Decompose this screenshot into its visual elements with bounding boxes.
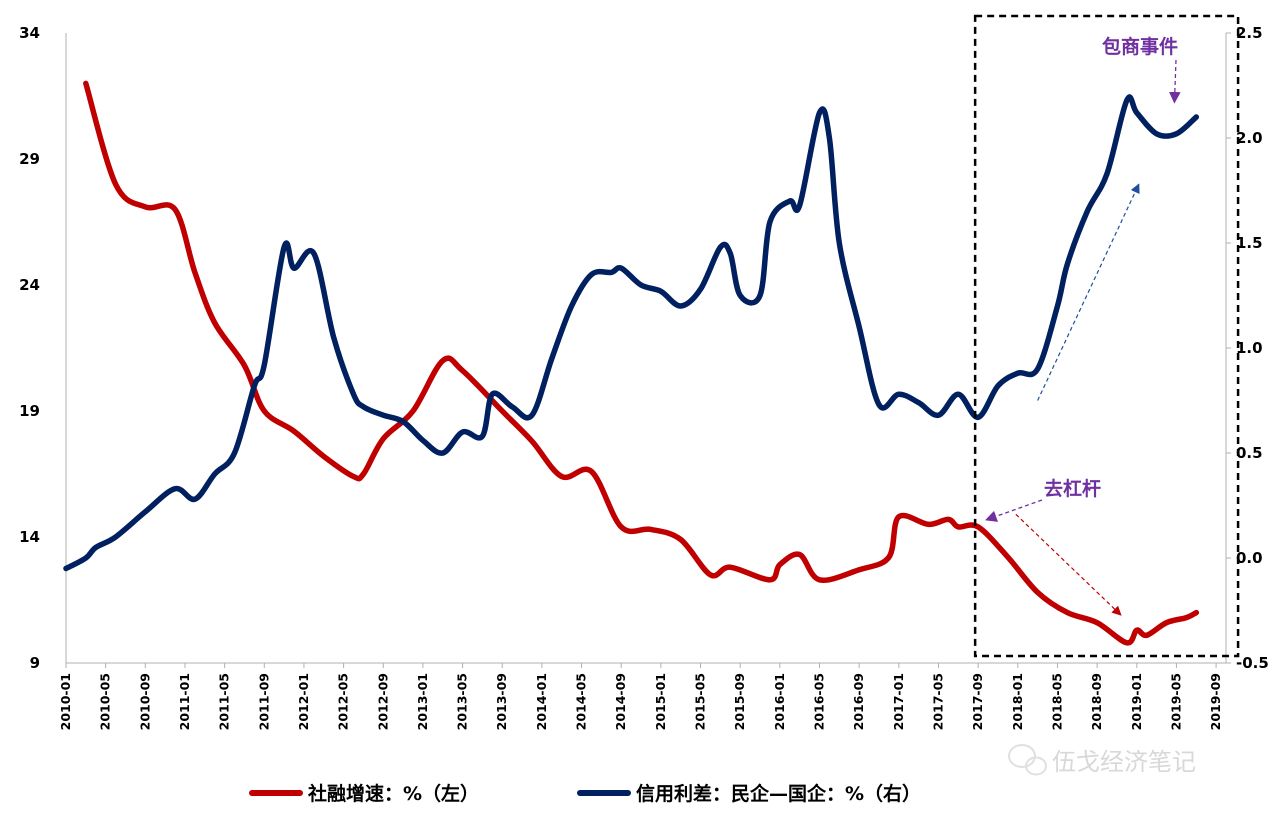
left-tick-label: 14 <box>19 528 40 546</box>
left-tick-label: 29 <box>19 150 40 168</box>
x-tick-label: 2012-09 <box>375 673 390 730</box>
x-tick-label: 2016-01 <box>772 673 787 730</box>
x-tick-label: 2018-05 <box>1049 673 1064 730</box>
right-tick-label: 1.0 <box>1236 339 1263 357</box>
x-tick-label: 2014-01 <box>534 673 549 730</box>
x-tick-label: 2010-09 <box>137 673 152 730</box>
left-tick-label: 19 <box>19 402 40 420</box>
left-tick-label: 24 <box>19 276 40 294</box>
uptrend-arrow <box>1037 183 1140 401</box>
annotation-deleveraging-arrow <box>985 499 1043 522</box>
x-tick-label: 2017-01 <box>891 673 906 730</box>
x-tick-label: 2013-01 <box>415 673 430 730</box>
x-tick-label: 2010-01 <box>58 673 73 730</box>
right-tick-label: 0.0 <box>1236 549 1263 567</box>
x-tick-label: 2014-09 <box>613 673 628 730</box>
x-tick-label: 2016-05 <box>812 673 827 730</box>
x-tick-label: 2016-09 <box>851 673 866 730</box>
x-tick-label: 2015-09 <box>732 673 747 730</box>
series-line-social-financing <box>83 80 1200 646</box>
left-axis: 34 29 24 19 14 9 <box>19 24 67 672</box>
x-tick-label: 2011-05 <box>217 673 232 730</box>
right-tick-label: 2.0 <box>1236 129 1263 147</box>
right-tick-label: 1.5 <box>1236 234 1263 252</box>
left-tick-label: 34 <box>19 24 40 42</box>
x-tick-label: 2014-05 <box>574 673 589 730</box>
right-tick-label: -0.5 <box>1236 654 1269 672</box>
x-tick-label: 2011-01 <box>177 673 192 730</box>
x-tick-label: 2019-09 <box>1208 673 1223 730</box>
watermark-text: 伍戈经济笔记 <box>1052 748 1196 776</box>
x-tick-label: 2010-05 <box>98 673 113 730</box>
legend-label-credit-spread: 信用利差：民企—国企：%（右） <box>636 782 921 805</box>
watermark: 伍戈经济笔记 <box>1008 744 1196 776</box>
x-axis: 2010-01 2010-05 2010-09 2011-01 2011-05 2011-… <box>58 662 1226 730</box>
downtrend-arrow <box>1015 513 1122 616</box>
x-tick-label: 2012-01 <box>296 673 311 730</box>
x-tick-label: 2017-05 <box>930 673 945 730</box>
x-tick-label: 2018-09 <box>1089 673 1104 730</box>
x-tick-label: 2013-09 <box>494 673 509 730</box>
series-line-credit-spread <box>63 94 1200 572</box>
wechat-icon <box>1008 744 1047 776</box>
right-axis: 2.5 2.0 1.5 1.0 0.5 0.0 -0.5 <box>1225 24 1269 672</box>
right-tick-label: 2.5 <box>1236 24 1263 42</box>
annotation-deleveraging: 去杠杆 <box>1044 477 1101 500</box>
legend-label-social-financing: 社融增速：%（左） <box>307 782 479 805</box>
right-tick-label: 0.5 <box>1236 444 1263 462</box>
highlight-box <box>973 14 1240 658</box>
annotation-baoshang-arrow <box>1168 59 1181 104</box>
x-tick-label: 2012-05 <box>336 673 351 730</box>
legend: 社融增速：%（左） 信用利差：民企—国企：%（右） <box>249 782 921 805</box>
x-tick-label: 2017-09 <box>970 673 985 730</box>
x-tick-label: 2011-09 <box>256 673 271 730</box>
x-tick-label: 2015-01 <box>653 673 668 730</box>
x-tick-label: 2019-01 <box>1129 673 1144 730</box>
x-tick-label: 2019-05 <box>1168 673 1183 730</box>
annotation-baoshang: 包商事件 <box>1102 35 1178 58</box>
x-tick-label: 2015-05 <box>693 673 708 730</box>
left-tick-label: 9 <box>30 654 40 672</box>
x-tick-label: 2013-05 <box>455 673 470 730</box>
x-tick-label: 2018-01 <box>1010 673 1025 730</box>
